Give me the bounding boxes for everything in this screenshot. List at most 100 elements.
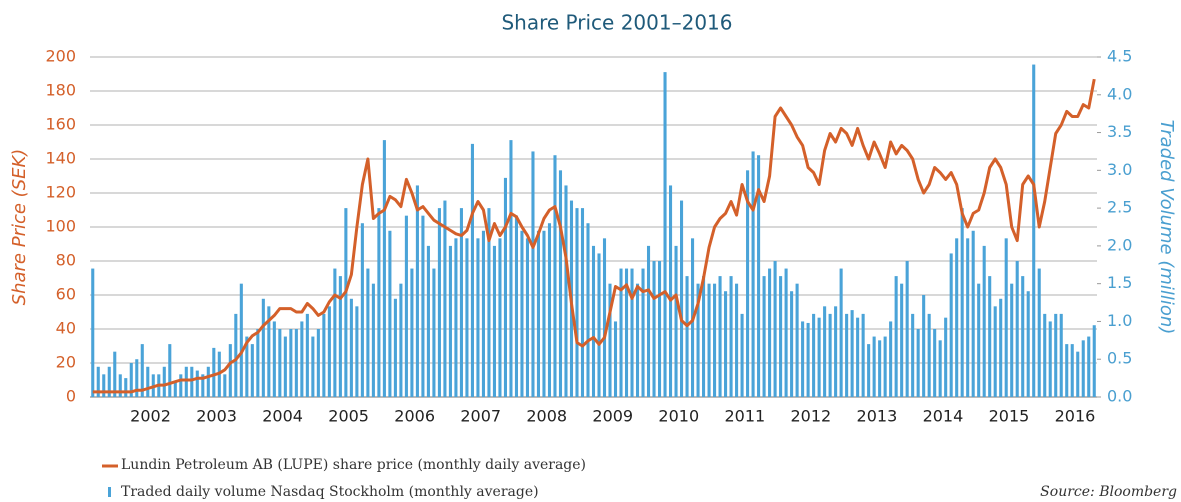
volume-bar [388, 230, 392, 397]
volume-bar [1076, 351, 1080, 397]
y-tick-label: 160 [45, 115, 76, 134]
volume-bar [993, 306, 997, 397]
legend-label: Lundin Petroleum AB (LUPE) share price (… [121, 457, 586, 473]
volume-bar [228, 344, 232, 397]
volume-bar [999, 298, 1003, 397]
volume-bar [316, 329, 320, 397]
volume-bar [872, 336, 876, 397]
volume-bar [487, 208, 491, 397]
volume-bar [839, 268, 843, 397]
y2-axis-label: Traded Volume (million) [1156, 120, 1177, 335]
volume-bar [905, 261, 909, 397]
y-tick-label: 100 [45, 217, 76, 236]
volume-bar [680, 200, 684, 397]
y2-tick-label: 1.0 [1107, 311, 1132, 330]
volume-bar [861, 313, 865, 397]
volume-bar [294, 329, 298, 397]
volume-bar [239, 283, 243, 397]
volume-bar [927, 313, 931, 397]
volume-bar [1087, 336, 1091, 397]
volume-bar [432, 268, 436, 397]
volume-bar [355, 306, 359, 397]
volume-bar [448, 245, 452, 397]
volume-bar [1081, 340, 1085, 397]
volume-bar [184, 366, 188, 397]
volume-bar [201, 374, 205, 397]
volume-bar [118, 374, 122, 397]
volume-bar [360, 223, 364, 397]
y2-tick-label: 2.0 [1107, 235, 1132, 254]
y-tick-label: 40 [56, 319, 76, 338]
volume-bar [867, 344, 871, 397]
volume-bar [773, 261, 777, 397]
volume-bar [922, 295, 926, 397]
chart-title: Share Price 2001–2016 [501, 11, 732, 35]
volume-bar [812, 313, 816, 397]
volume-bar [696, 283, 700, 397]
volume-bar [162, 366, 166, 397]
volume-bar [195, 370, 199, 397]
volume-bar [564, 185, 568, 397]
volume-bar [889, 321, 893, 397]
volume-bar [971, 230, 975, 397]
volume-bar [602, 238, 607, 397]
volume-bar [311, 336, 315, 397]
volume-bar [619, 268, 623, 397]
x-tick-label: 2009 [592, 407, 633, 426]
volume-bar [828, 313, 832, 397]
volume-bar [779, 276, 783, 397]
volume-bar [322, 313, 326, 397]
volume-bar [746, 170, 750, 397]
volume-bar [916, 329, 920, 397]
volume-bar [102, 374, 106, 397]
volume-bar [1070, 344, 1074, 397]
volume-bar [278, 329, 282, 397]
volume-bar [1021, 276, 1025, 397]
volume-bar [729, 276, 733, 397]
volume-bar [790, 291, 794, 397]
volume-bar [635, 283, 640, 397]
volume-bar [652, 261, 656, 397]
volume-bar [426, 245, 430, 397]
y-tick-label: 0 [66, 387, 76, 406]
volume-bar [234, 313, 238, 397]
volume-bar [988, 276, 992, 397]
volume-bar [492, 245, 496, 397]
x-tick-label: 2010 [658, 407, 699, 426]
volume-bar [663, 72, 667, 397]
volume-bar [399, 283, 403, 397]
volume-bar [459, 208, 463, 397]
x-tick-label: 2007 [460, 407, 501, 426]
source-note: Source: Bloomberg [1040, 484, 1177, 500]
volume-bar [724, 291, 728, 397]
volume-bar [223, 374, 227, 397]
volume-bar [437, 208, 441, 397]
legend-swatch [108, 487, 111, 497]
volume-bar [338, 276, 342, 397]
volume-bar [465, 238, 469, 397]
volume-bar [1004, 238, 1008, 397]
volume-bar [1010, 283, 1014, 397]
y2-tick-label: 3.0 [1107, 160, 1132, 179]
y-tick-label: 200 [45, 47, 76, 66]
volume-bar [944, 317, 948, 397]
volume-bar [597, 253, 601, 397]
x-tick-label: 2012 [790, 407, 831, 426]
volume-bar [757, 155, 761, 397]
volume-bar [553, 155, 557, 397]
volume-bar [129, 363, 133, 397]
x-tick-label: 2006 [394, 407, 435, 426]
volume-bar [206, 366, 210, 397]
volume-bar [393, 298, 397, 397]
volume-bar [377, 208, 381, 397]
volume-bar [641, 268, 645, 397]
legend-label: Traded daily volume Nasdaq Stockholm (mo… [121, 484, 539, 500]
volume-bar [410, 268, 414, 397]
volume-bar [503, 177, 507, 397]
volume-bar [624, 268, 629, 397]
x-tick-label: 2011 [724, 407, 765, 426]
volume-bar [1054, 313, 1058, 397]
volume-bar [823, 306, 827, 397]
y-tick-label: 140 [45, 149, 76, 168]
